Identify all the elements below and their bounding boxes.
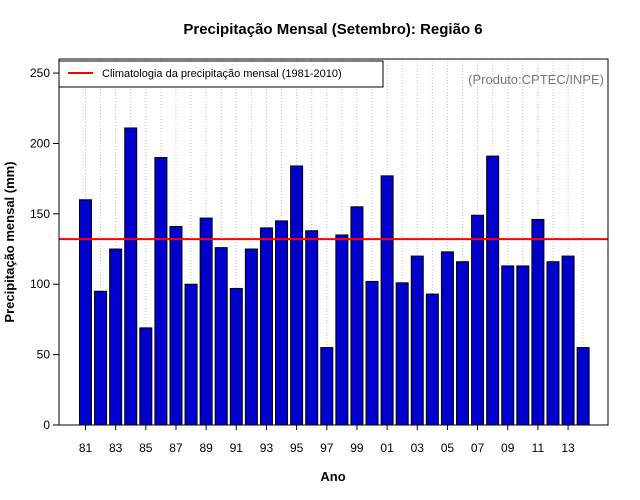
x-tick-label: 89: [199, 441, 213, 455]
x-tick-label: 13: [561, 441, 575, 455]
bar-1987: [169, 226, 183, 426]
bar-2001: [380, 175, 394, 426]
bar-1981: [79, 199, 92, 426]
x-tick-label: 83: [109, 441, 123, 455]
y-tick-label: 150: [30, 207, 50, 221]
chart-title: Precipitação Mensal (Setembro): Região 6: [183, 21, 482, 38]
bar-2004: [425, 293, 439, 426]
y-tick-label: 100: [30, 277, 50, 291]
y-tick-label: 0: [43, 418, 50, 432]
bar-2002: [395, 282, 409, 426]
x-tick-label: 95: [290, 441, 304, 455]
bar-1985: [139, 327, 153, 426]
x-tick-label: 11: [532, 441, 545, 455]
y-tick-label: 250: [30, 66, 50, 80]
bar-1996: [305, 230, 319, 426]
x-tick-label: 01: [380, 441, 394, 455]
y-axis: 0 50 100 150 200 250: [30, 66, 59, 432]
bar-2007: [471, 214, 485, 426]
x-axis-label: Ano: [320, 469, 345, 484]
x-axis: 81 83 85 87 89 91 93 95 97 99 01 03 05 07 09 11 13: [79, 425, 575, 455]
bar-2005: [440, 251, 454, 426]
y-tick-label: 200: [30, 136, 50, 150]
x-tick-label: 03: [411, 441, 425, 455]
bar-2012: [546, 261, 560, 426]
bar-2014: [576, 347, 590, 426]
x-tick-label: 99: [350, 441, 364, 455]
bar-2010: [516, 265, 530, 426]
bar-1990: [214, 247, 228, 426]
bar-2009: [501, 265, 515, 426]
bar-1983: [109, 248, 123, 426]
x-tick-label: 85: [139, 441, 153, 455]
bar-2013: [561, 255, 575, 426]
bar-1994: [275, 220, 289, 426]
bar-2008: [486, 155, 500, 426]
x-tick-label: 09: [501, 441, 515, 455]
x-tick-label: 07: [471, 441, 485, 455]
credit-text: (Produto:CPTEC/INPE): [468, 72, 604, 87]
bar-1984: [124, 127, 138, 426]
plot-frame: [58, 58, 609, 426]
y-axis-label: Precipitação mensal (mm): [2, 161, 17, 322]
bars: [79, 127, 590, 426]
bar-1988: [184, 283, 198, 426]
bar-1998: [335, 234, 349, 426]
bar-1997: [320, 347, 334, 426]
bar-1993: [259, 227, 273, 426]
x-tick-label: 93: [260, 441, 274, 455]
x-tick-label: 91: [230, 441, 244, 455]
bar-1992: [244, 248, 258, 426]
bar-1989: [199, 217, 213, 426]
bar-2000: [365, 280, 379, 426]
bar-1991: [229, 287, 243, 426]
legend-label: Climatologia da precipitação mensal (198…: [102, 68, 342, 80]
bar-1995: [290, 165, 304, 426]
x-tick-label: 87: [169, 441, 183, 455]
x-tick-label: 05: [441, 441, 455, 455]
bar-2003: [410, 255, 424, 426]
legend-box: [58, 60, 384, 88]
y-tick-label: 50: [37, 348, 51, 362]
x-tick-label: 81: [79, 441, 93, 455]
bar-1986: [154, 157, 168, 426]
legend: Climatologia da precipitação mensal (198…: [58, 60, 384, 88]
x-tick-label: 97: [320, 441, 334, 455]
bar-2011: [531, 218, 545, 426]
bar-2006: [456, 261, 469, 426]
bar-1982: [94, 290, 108, 426]
